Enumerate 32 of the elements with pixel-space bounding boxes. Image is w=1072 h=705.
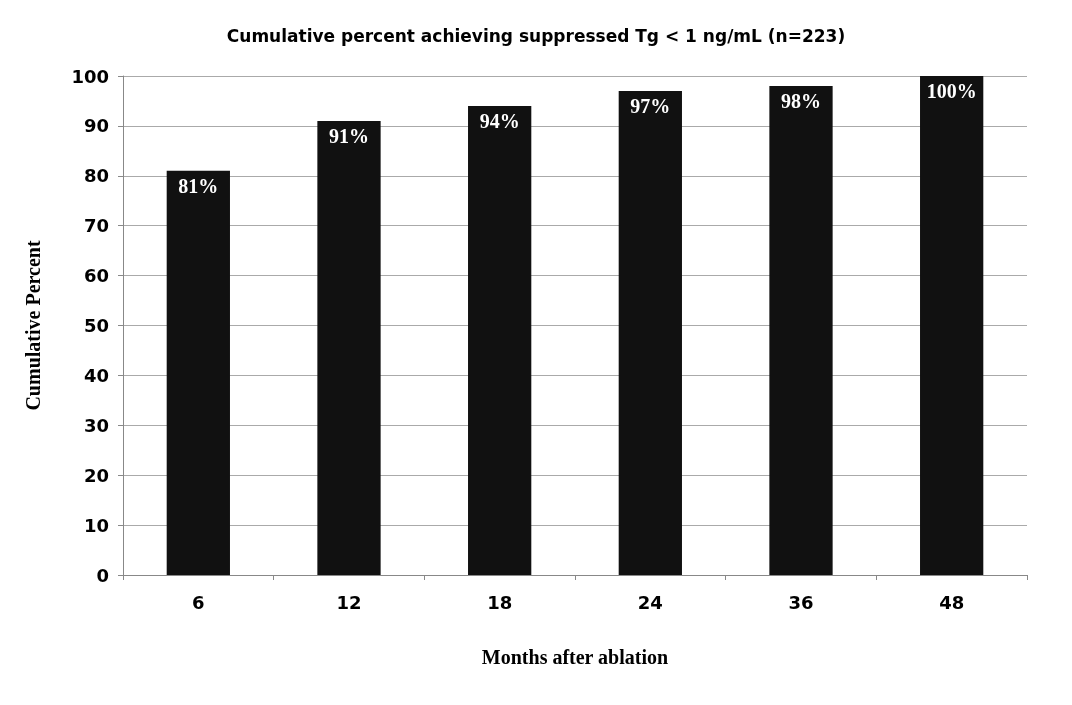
y-tick-label: 90	[83, 115, 109, 137]
data-label: 94%	[479, 109, 520, 132]
chart-title: Cumulative percent achieving suppressed Tg < 1 ng/mL (n=223)	[226, 25, 846, 46]
x-tick-label: 6	[192, 591, 205, 613]
y-tick-label: 10	[83, 514, 109, 536]
y-tick-label: 50	[83, 315, 109, 336]
bar	[769, 85, 833, 575]
data-label: 98%	[781, 89, 821, 112]
data-label: 81%	[178, 174, 219, 197]
bar	[920, 76, 984, 575]
x-axis-title: Months after ablation	[481, 646, 669, 668]
x-tick-label: 18	[487, 591, 513, 613]
data-label: 91%	[329, 124, 369, 147]
y-tick-label: 60	[83, 265, 109, 287]
y-tick-label: 20	[83, 464, 109, 486]
data-label: 100%	[926, 80, 977, 102]
x-tick-label: 36	[788, 591, 814, 613]
data-label: 97%	[630, 94, 671, 117]
y-tick-label: 30	[83, 414, 109, 436]
y-tick-label: 40	[83, 364, 109, 386]
bar	[166, 170, 230, 575]
x-tick-label: 48	[939, 591, 965, 613]
x-tick-label: 24	[637, 591, 663, 613]
bar	[618, 90, 682, 575]
y-tick-label: 70	[83, 215, 109, 237]
y-axis-title: Cumulative Percent	[22, 240, 44, 411]
y-tick-label: 100	[71, 65, 109, 87]
x-tick-label: 12	[336, 591, 362, 613]
y-tick-label: 0	[96, 564, 109, 586]
y-tick-label: 80	[83, 165, 109, 187]
bar	[468, 105, 532, 575]
bar	[317, 120, 381, 575]
